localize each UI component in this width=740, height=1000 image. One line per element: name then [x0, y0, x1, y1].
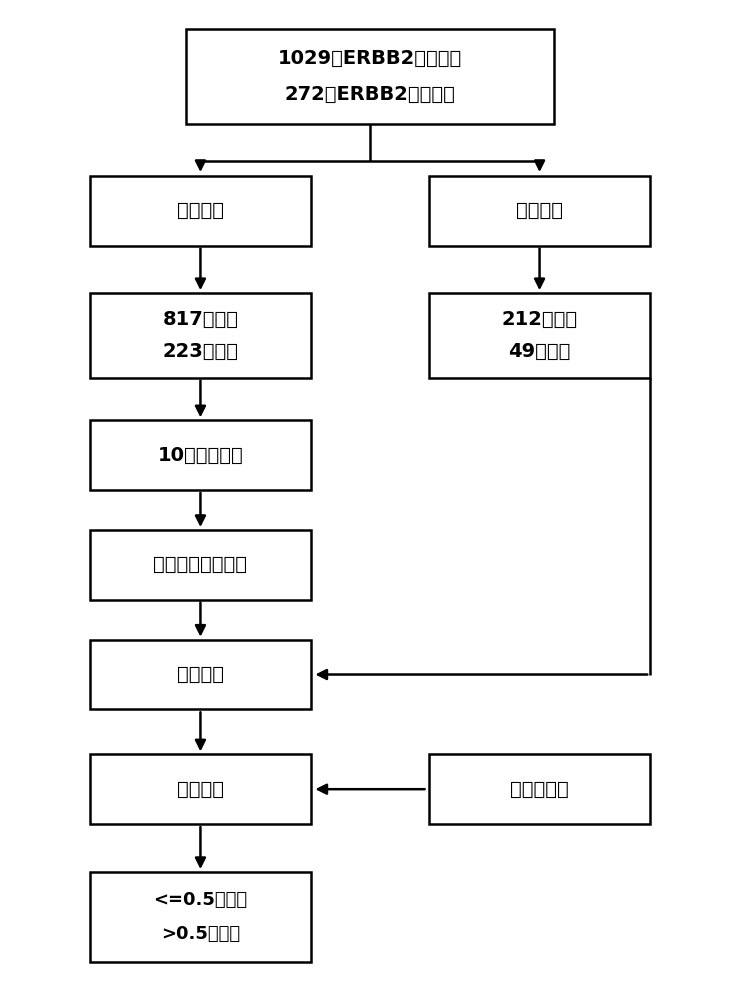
- FancyBboxPatch shape: [90, 640, 311, 709]
- FancyBboxPatch shape: [186, 29, 554, 124]
- Text: 训练集合: 训练集合: [177, 201, 224, 220]
- Text: 212例阴性: 212例阴性: [502, 310, 578, 329]
- Text: 测试集合: 测试集合: [516, 201, 563, 220]
- Text: <=0.5为阴性: <=0.5为阴性: [153, 891, 247, 909]
- Text: 1029例ERBB2扩增阴性: 1029例ERBB2扩增阴性: [278, 48, 462, 67]
- FancyBboxPatch shape: [90, 176, 311, 246]
- FancyBboxPatch shape: [90, 530, 311, 600]
- Text: 调参选参: 调参选参: [177, 665, 224, 684]
- FancyBboxPatch shape: [90, 754, 311, 824]
- Text: 待预测样本: 待预测样本: [510, 780, 569, 799]
- Text: 卷积神经网络算法: 卷积神经网络算法: [153, 555, 247, 574]
- FancyBboxPatch shape: [429, 293, 650, 378]
- Text: 223例阳性: 223例阳性: [163, 342, 238, 361]
- FancyBboxPatch shape: [90, 293, 311, 378]
- Text: >0.5为阳性: >0.5为阳性: [161, 925, 240, 943]
- Text: 817例阴性: 817例阴性: [163, 310, 238, 329]
- FancyBboxPatch shape: [90, 420, 311, 490]
- Text: 272例ERBB2扩增阳性: 272例ERBB2扩增阳性: [285, 85, 455, 104]
- Text: 最优模型: 最优模型: [177, 780, 224, 799]
- FancyBboxPatch shape: [429, 754, 650, 824]
- Text: 49例阳性: 49例阳性: [508, 342, 571, 361]
- Text: 10倍交叉验证: 10倍交叉验证: [158, 446, 243, 465]
- FancyBboxPatch shape: [90, 872, 311, 962]
- FancyBboxPatch shape: [429, 176, 650, 246]
